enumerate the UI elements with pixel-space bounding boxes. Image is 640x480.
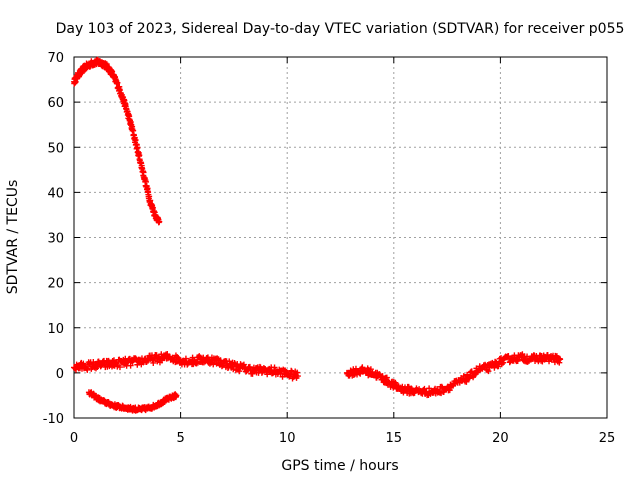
data-point-fill <box>114 79 121 86</box>
data-point <box>156 218 163 225</box>
y-tick-label: 30 <box>47 232 64 247</box>
x-axis-ticks: 0 5 10 15 20 25 <box>70 57 615 446</box>
data-point-fill <box>383 374 390 381</box>
y-tick-label: -10 <box>43 412 64 427</box>
data-point <box>294 373 301 380</box>
data-point-fill <box>367 366 374 373</box>
data-points <box>71 56 564 414</box>
x-tick-label: 5 <box>176 431 184 446</box>
series-arc-high <box>71 56 163 226</box>
y-axis-ticks: -10 0 10 20 30 40 50 60 70 <box>43 51 607 427</box>
x-axis-label: GPS time / hours <box>281 458 398 474</box>
data-point-fill <box>491 364 498 371</box>
x-tick-label: 20 <box>492 431 509 446</box>
y-tick-label: 60 <box>47 96 64 111</box>
y-tick-label: 40 <box>47 186 64 201</box>
data-point <box>557 356 564 363</box>
y-tick-label: 50 <box>47 141 64 156</box>
data-point-fill <box>446 387 453 394</box>
chart-title: Day 103 of 2023, Sidereal Day-to-day VTE… <box>56 21 625 37</box>
x-tick-label: 10 <box>279 431 296 446</box>
series-arc-b <box>343 351 564 399</box>
y-tick-label: 70 <box>47 51 64 66</box>
y-tick-label: 10 <box>47 322 64 337</box>
x-tick-label: 0 <box>70 431 78 446</box>
series-arc-low <box>85 389 180 414</box>
data-point-fill <box>210 361 217 368</box>
data-point-fill <box>84 366 91 373</box>
x-tick-label: 15 <box>386 431 403 446</box>
data-point-fill <box>463 378 470 385</box>
y-tick-label: 0 <box>56 367 64 382</box>
series-arc-a <box>71 351 301 382</box>
data-point <box>173 392 180 399</box>
grid <box>74 57 607 418</box>
y-axis-label: SDTVAR / TECUs <box>5 180 21 295</box>
x-tick-label: 25 <box>599 431 616 446</box>
data-point-fill <box>485 368 492 375</box>
data-point-fill <box>116 364 123 371</box>
data-point-fill <box>514 357 521 364</box>
y-tick-label: 20 <box>47 277 64 292</box>
